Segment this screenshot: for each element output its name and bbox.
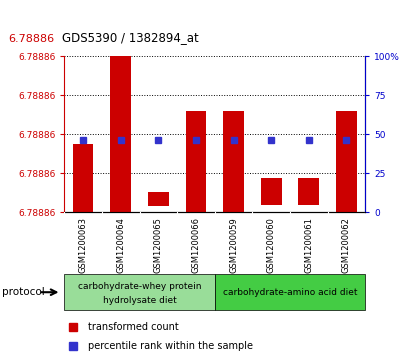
Text: GSM1200064: GSM1200064 <box>116 217 125 273</box>
Text: carbohydrate-whey protein: carbohydrate-whey protein <box>78 282 201 291</box>
Text: GSM1200066: GSM1200066 <box>191 217 200 273</box>
Bar <box>148 192 168 206</box>
Text: GSM1200065: GSM1200065 <box>154 217 163 273</box>
Text: GSM1200060: GSM1200060 <box>267 217 276 273</box>
Bar <box>64 274 215 310</box>
Bar <box>261 178 281 204</box>
Text: GSM1200062: GSM1200062 <box>342 217 351 273</box>
Text: hydrolysate diet: hydrolysate diet <box>103 296 176 305</box>
Bar <box>110 56 131 212</box>
Text: protocol: protocol <box>2 287 45 297</box>
Bar <box>186 111 206 212</box>
Bar <box>336 111 357 212</box>
Text: GDS5390 / 1382894_at: GDS5390 / 1382894_at <box>62 30 199 44</box>
Text: GSM1200063: GSM1200063 <box>78 217 88 273</box>
Bar <box>298 178 319 204</box>
Bar <box>215 274 365 310</box>
Text: percentile rank within the sample: percentile rank within the sample <box>88 341 254 351</box>
Text: carbohydrate-amino acid diet: carbohydrate-amino acid diet <box>223 288 357 297</box>
Text: 6.78886: 6.78886 <box>8 33 54 44</box>
Text: GSM1200059: GSM1200059 <box>229 217 238 273</box>
Text: GSM1200061: GSM1200061 <box>304 217 313 273</box>
Bar <box>223 111 244 212</box>
Text: transformed count: transformed count <box>88 322 179 332</box>
Bar <box>73 144 93 212</box>
